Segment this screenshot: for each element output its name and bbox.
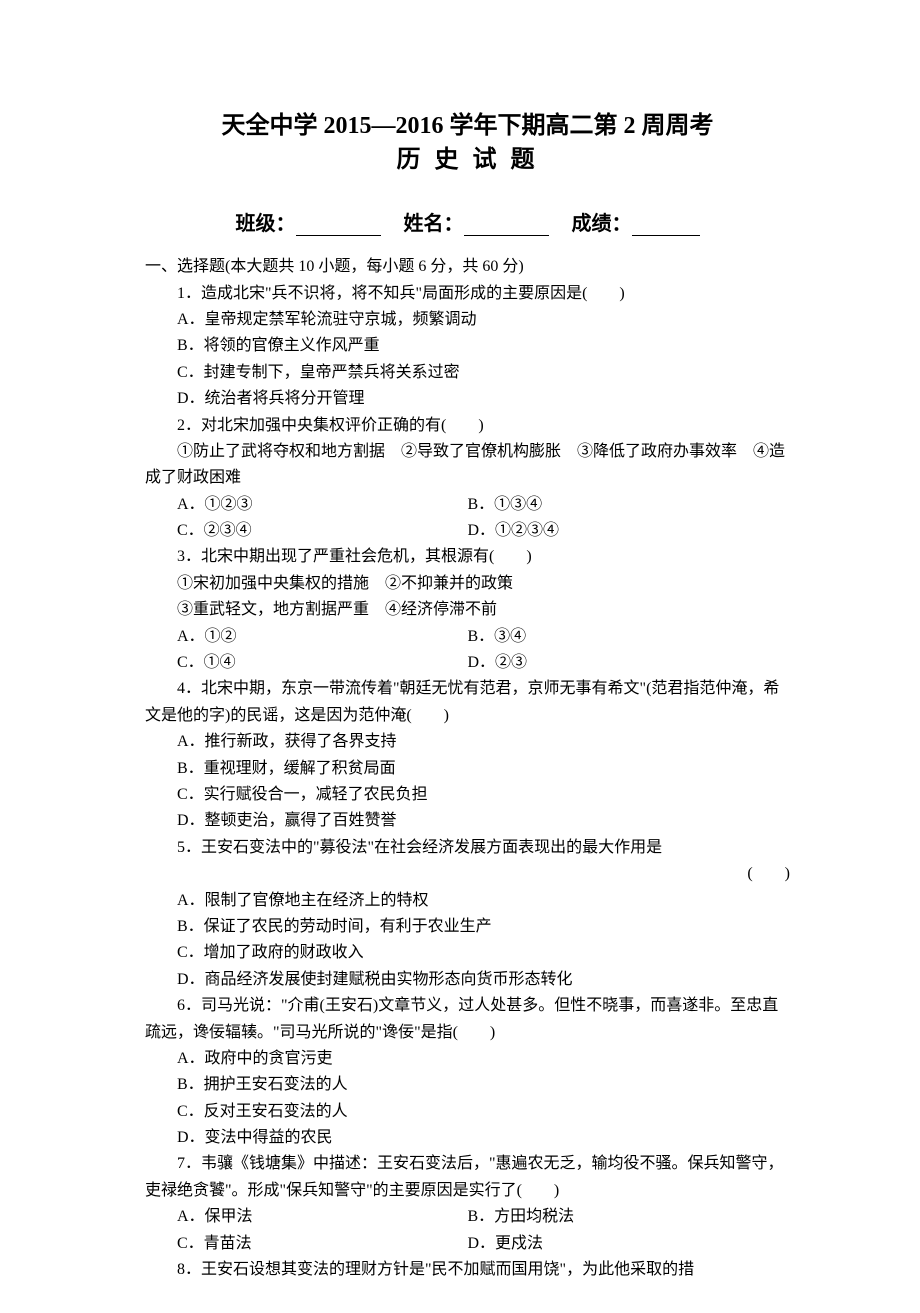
score-label: 成绩： xyxy=(572,207,632,236)
q5-option-d: D．商品经济发展使封建赋税由实物形态向货币形态转化 xyxy=(145,967,790,993)
q3-sub1: ①宋初加强中央集权的措施 ②不抑兼并的政策 xyxy=(145,571,790,597)
q3-options-row2: C．①④ D．②③ xyxy=(145,650,790,676)
q6-text: 6．司马光说："介甫(王安石)文章节义，过人处甚多。但性不晓事，而喜遂非。至忠直… xyxy=(145,993,790,1046)
info-line: 班级： 姓名： 成绩： xyxy=(145,207,790,236)
q7-options-row2: C．青苗法 D．更戍法 xyxy=(145,1231,790,1257)
q2-option-c: C．②③④ xyxy=(145,518,468,544)
q7-option-d: D．更戍法 xyxy=(468,1231,791,1257)
q6-option-c: C．反对王安石变法的人 xyxy=(145,1099,790,1125)
section-header: 一、选择题(本大题共 10 小题，每小题 6 分，共 60 分) xyxy=(145,254,790,280)
score-blank xyxy=(632,214,700,236)
q4-text: 4．北宋中期，东京一带流传着"朝廷无忧有范君，京师无事有希文"(范君指范仲淹，希… xyxy=(145,676,790,729)
q2-option-b: B．①③④ xyxy=(468,492,791,518)
q5-text: 5．王安石变法中的"募役法"在社会经济发展方面表现出的最大作用是 xyxy=(145,835,790,861)
q3-option-d: D．②③ xyxy=(468,650,791,676)
q3-option-a: A．①② xyxy=(145,624,468,650)
q7-option-a: A．保甲法 xyxy=(145,1204,468,1230)
q3-option-c: C．①④ xyxy=(145,650,468,676)
q3-sub2: ③重武轻文，地方割据严重 ④经济停滞不前 xyxy=(145,597,790,623)
q5-option-c: C．增加了政府的财政收入 xyxy=(145,940,790,966)
q3-options-row1: A．①② B．③④ xyxy=(145,624,790,650)
q2-options-row2: C．②③④ D．①②③④ xyxy=(145,518,790,544)
q1-option-c: C．封建专制下，皇帝严禁兵将关系过密 xyxy=(145,360,790,386)
class-label: 班级： xyxy=(236,207,296,236)
q6-option-a: A．政府中的贪官污吏 xyxy=(145,1046,790,1072)
q3-option-b: B．③④ xyxy=(468,624,791,650)
q6-option-b: B．拥护王安石变法的人 xyxy=(145,1072,790,1098)
q4-option-c: C．实行赋役合一，减轻了农民负担 xyxy=(145,782,790,808)
q2-options-row1: A．①②③ B．①③④ xyxy=(145,492,790,518)
q5-option-b: B．保证了农民的劳动时间，有利于农业生产 xyxy=(145,914,790,940)
q5-paren: ( ) xyxy=(145,861,790,887)
q5-option-a: A．限制了官僚地主在经济上的特权 xyxy=(145,888,790,914)
q1-option-a: A．皇帝规定禁军轮流驻守京城，频繁调动 xyxy=(145,307,790,333)
q2-sub: ①防止了武将夺权和地方割据 ②导致了官僚机构膨胀 ③降低了政府办事效率 ④造成了… xyxy=(145,439,790,492)
q7-text: 7．韦骧《钱塘集》中描述：王安石变法后，"惠遍农无乏，输均役不骚。保兵知警守，吏… xyxy=(145,1151,790,1204)
q7-options-row1: A．保甲法 B．方田均税法 xyxy=(145,1204,790,1230)
q4-option-b: B．重视理财，缓解了积贫局面 xyxy=(145,756,790,782)
q3-text: 3．北宋中期出现了严重社会危机，其根源有( ) xyxy=(145,544,790,570)
q2-text: 2．对北宋加强中央集权评价正确的有( ) xyxy=(145,413,790,439)
q8-text: 8．王安石设想其变法的理财方针是"民不加赋而国用饶"，为此他采取的措 xyxy=(145,1257,790,1283)
name-blank xyxy=(464,214,549,236)
q7-option-c: C．青苗法 xyxy=(145,1231,468,1257)
name-label: 姓名： xyxy=(404,207,464,236)
q1-text: 1．造成北宋"兵不识将，将不知兵"局面形成的主要原因是( ) xyxy=(145,281,790,307)
q4-option-d: D．整顿吏治，赢得了百姓赞誉 xyxy=(145,808,790,834)
title-line-1: 天全中学 2015—2016 学年下期高二第 2 周周考 xyxy=(145,110,790,144)
q4-option-a: A．推行新政，获得了各界支持 xyxy=(145,729,790,755)
q7-option-b: B．方田均税法 xyxy=(468,1204,791,1230)
title-line-2: 历 史 试 题 xyxy=(145,144,790,178)
q2-option-d: D．①②③④ xyxy=(468,518,791,544)
q6-option-d: D．变法中得益的农民 xyxy=(145,1125,790,1151)
class-blank xyxy=(296,214,381,236)
q1-option-d: D．统治者将兵将分开管理 xyxy=(145,386,790,412)
q2-option-a: A．①②③ xyxy=(145,492,468,518)
q1-option-b: B．将领的官僚主义作风严重 xyxy=(145,333,790,359)
